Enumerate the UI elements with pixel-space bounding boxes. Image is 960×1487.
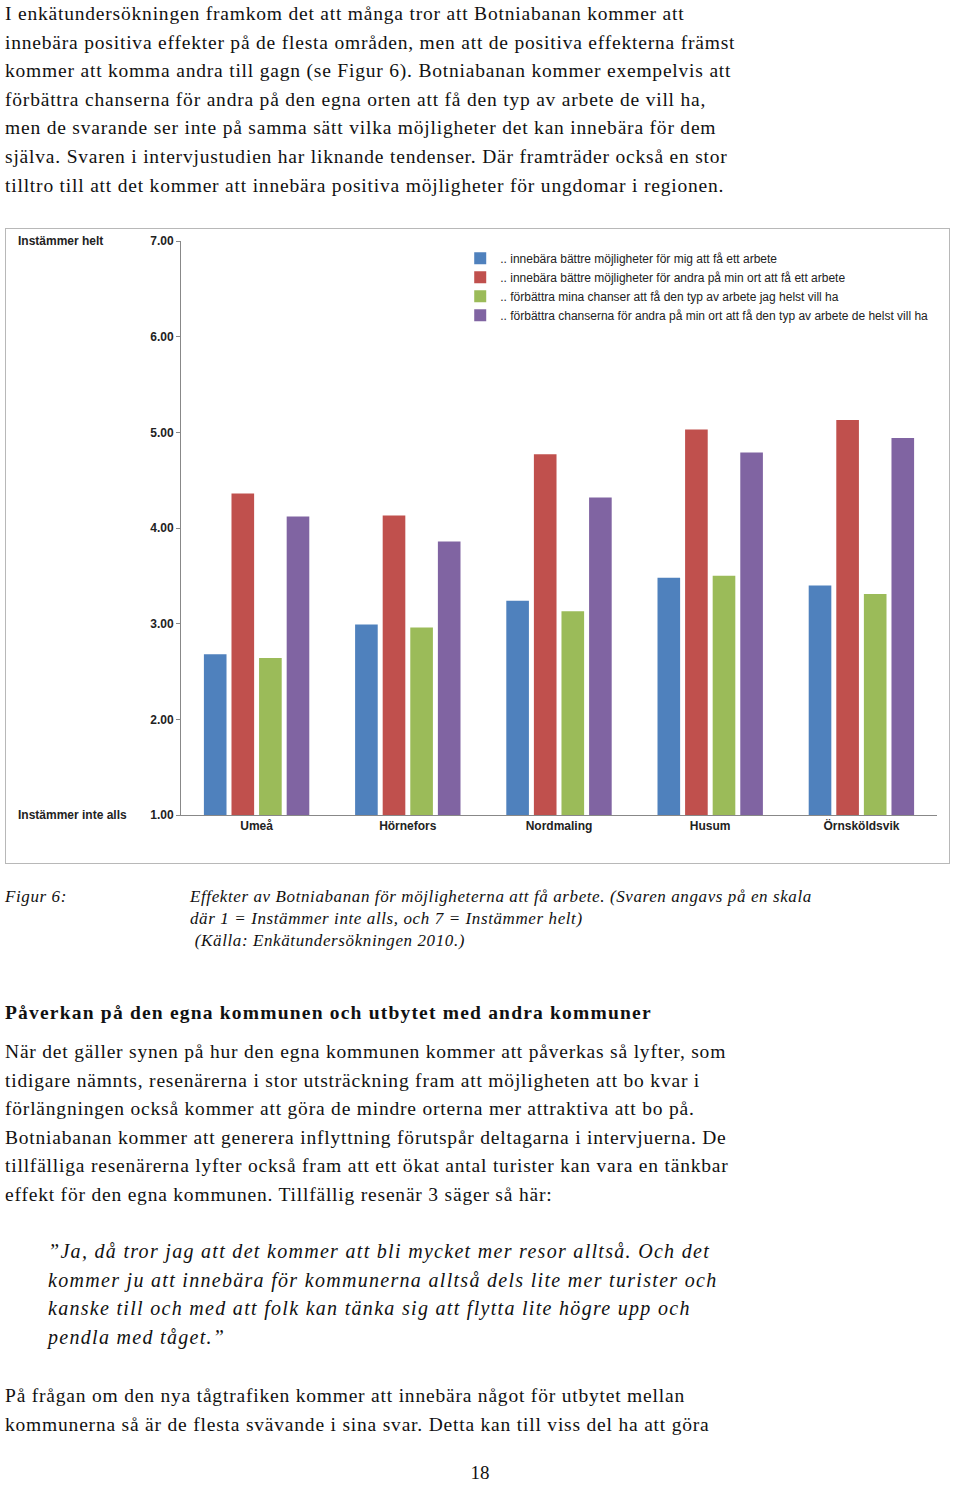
html-text:kommer att komma andra till ga: kommer att komma andra till gagn (se Fig…	[5, 60, 732, 82]
html-text:När det gäller synen på hur de: När det gäller synen på hur den egna kom…	[5, 1041, 727, 1062]
html-text:själva. Svaren i intervjustudi: själva. Svaren i intervjustudien har lik…	[5, 146, 728, 167]
svg-text:Örnsköldsvik: Örnsköldsvik	[823, 818, 899, 833]
svg-text:.. förbättra mina chanser att: .. förbättra mina chanser att få den typ…	[500, 290, 839, 304]
svg-text:5.00: 5.00	[150, 426, 174, 440]
html-text:där 1 = Instämmer inte alls, o: där 1 = Instämmer inte alls, och 7 = Ins…	[190, 909, 583, 928]
html-text:pendla med tåget.”: pendla med tåget.”	[48, 1325, 226, 1348]
svg-text:4.00: 4.00	[150, 521, 174, 535]
html-text:I enkätundersökningen framkom: I enkätundersökningen framkom det att må…	[5, 3, 685, 24]
svg-text:2.00: 2.00	[150, 713, 174, 727]
html-text:(Källa: Enkätundersökningen 20: (Källa: Enkätundersökningen 2010.)	[190, 931, 465, 950]
html-text:”Ja, då tror jag att det komme: ”Ja, då tror jag att det kommer att bli …	[48, 1240, 710, 1262]
svg-text:3.00: 3.00	[150, 617, 174, 631]
html-text:Figur 6:: Figur 6:	[5, 887, 67, 906]
svg-text:Nordmaling: Nordmaling	[526, 819, 593, 833]
html-text:effekt för den egna kommunen.: effekt för den egna kommunen. Tillfällig…	[5, 1184, 553, 1205]
html-text:men de svarande ser inte på sa: men de svarande ser inte på samma sätt v…	[5, 117, 717, 139]
svg-text:1.00: 1.00	[150, 808, 174, 822]
svg-text:7.00: 7.00	[150, 234, 174, 248]
svg-text:.. innebära bättre möjligheter: .. innebära bättre möjligheter för andra…	[500, 271, 845, 285]
html-text:tillfälliga resenärerna lyfter: tillfälliga resenärerna lyfter också fra…	[5, 1155, 729, 1177]
html-text:Påverkan på den egna kommunen: Påverkan på den egna kommunen och utbyte…	[5, 1002, 652, 1023]
html-text:förbättra chanserna för andra: förbättra chanserna för andra på den egn…	[5, 88, 707, 110]
svg-text:.. innebära bättre möjligheter: .. innebära bättre möjligheter för mig a…	[500, 252, 777, 266]
html-text:På frågan om den nya tågtrafik: På frågan om den nya tågtrafiken kommer …	[5, 1385, 685, 1406]
svg-text:Instämmer helt: Instämmer helt	[18, 234, 103, 248]
html-text:tidigare nämnts, resenärerna i: tidigare nämnts, resenärerna i stor utst…	[5, 1069, 701, 1091]
html-text:kommunerna så är de flesta svä: kommunerna så är de flesta svävande i si…	[5, 1413, 710, 1435]
html-text:Botniabanan kommer att generer: Botniabanan kommer att generera inflyttn…	[5, 1126, 727, 1148]
html-text:kanske till och med att folk k: kanske till och med att folk kan tänka s…	[48, 1297, 691, 1320]
svg-text:Umeå: Umeå	[240, 819, 273, 833]
html-text:kommer ju att innebära för kom: kommer ju att innebära för kommunerna al…	[48, 1268, 718, 1291]
html-text:förlängningen också kommer att: förlängningen också kommer att göra de m…	[5, 1098, 695, 1120]
svg-text:Hörnefors: Hörnefors	[379, 819, 437, 833]
svg-text:Instämmer inte alls: Instämmer inte alls	[18, 808, 127, 822]
html-text:Effekter av Botniabanan för mö: Effekter av Botniabanan för möjlighetern…	[190, 887, 812, 906]
html-text:18: 18	[470, 1462, 490, 1483]
html-text:innebära positiva effekter på: innebära positiva effekter på de flesta …	[5, 31, 736, 53]
html-text:tilltro till att det kommer at: tilltro till att det kommer att innebära…	[5, 174, 725, 196]
svg-text:6.00: 6.00	[150, 330, 174, 344]
svg-text:Husum: Husum	[690, 819, 731, 833]
svg-text:.. förbättra chanserna för and: .. förbättra chanserna för andra på min …	[500, 309, 928, 323]
